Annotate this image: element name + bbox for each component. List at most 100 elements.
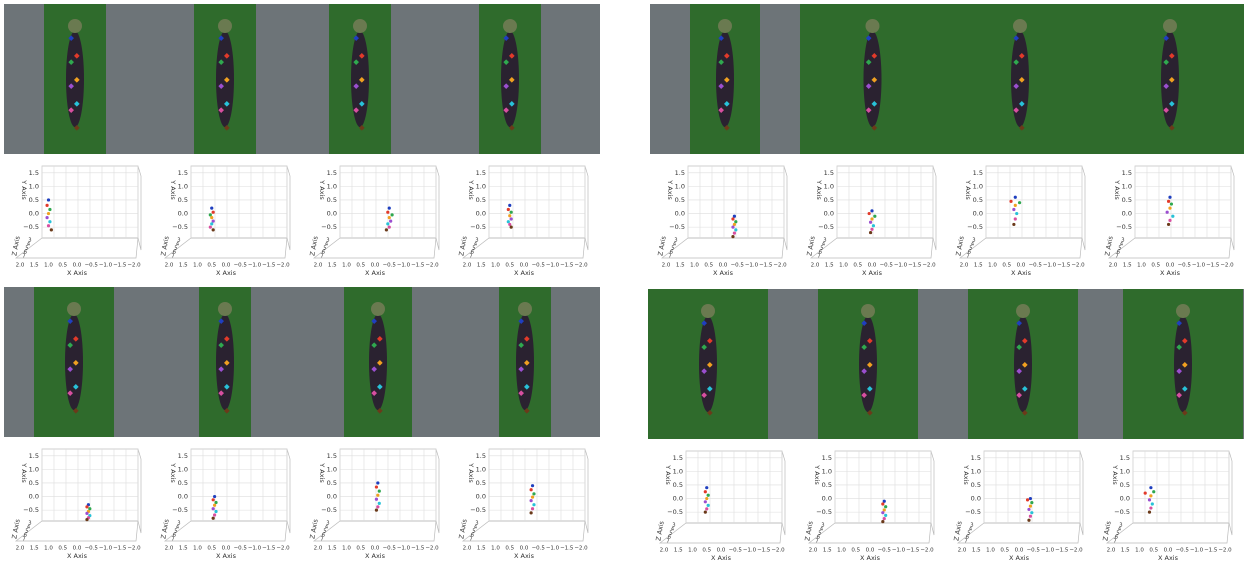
plot-3d: 1.51.00.50.0−0.52.01.51.00.50.0−0.5−1.0−… <box>159 166 290 277</box>
joint-point <box>210 207 213 210</box>
x-axis-label: X Axis <box>514 269 535 277</box>
joint-point <box>47 198 50 201</box>
joint-point <box>1168 207 1171 210</box>
joint-point <box>1151 502 1154 505</box>
joint-point <box>1029 505 1032 508</box>
y-tick-label: −0.5 <box>321 506 337 514</box>
y-tick-label: 0.5 <box>29 479 39 487</box>
joint-point <box>1014 217 1017 220</box>
x-axis-label: X Axis <box>216 269 237 277</box>
joint-point <box>705 497 708 500</box>
x-tick-label: −2.0 <box>771 548 785 554</box>
y-tick-label: 0.5 <box>178 196 188 204</box>
joint-point <box>375 485 378 488</box>
x-tick-label: −1.5 <box>1206 263 1220 269</box>
person-head <box>371 302 385 316</box>
joint-point <box>870 209 873 212</box>
y-tick-label: 1.0 <box>29 182 39 190</box>
x-tick-label: −0.5 <box>85 546 99 552</box>
joint-point <box>1018 201 1021 204</box>
x-tick-label: 0.5 <box>356 263 365 269</box>
x-tick-label: 1.0 <box>193 546 202 552</box>
joint-point <box>734 228 737 231</box>
photo <box>690 4 760 154</box>
z-axis-label: Z Axis <box>803 520 814 542</box>
x-tick-label: −1.0 <box>546 546 560 552</box>
joint-point <box>508 204 511 207</box>
joint-point <box>1029 497 1032 500</box>
x-tick-label: 2.0 <box>958 548 967 554</box>
x-tick-label: 0.5 <box>207 546 216 552</box>
joint-point <box>705 507 708 510</box>
x-tick-label: 0.0 <box>719 263 728 269</box>
y-tick-label: 0.5 <box>476 196 486 204</box>
joint-point <box>47 224 50 227</box>
y-tick-label: 0.5 <box>673 481 683 489</box>
joint-point <box>733 215 736 218</box>
z-tick-label: 7 <box>966 254 969 260</box>
x-tick-label: 2.0 <box>463 263 472 269</box>
y-tick-label: −0.5 <box>818 223 834 231</box>
y-axis-label: Y Axis <box>20 462 28 483</box>
joint-point <box>704 500 707 503</box>
person-head <box>861 304 875 318</box>
y-tick-label: 1.5 <box>822 454 832 462</box>
y-tick-label: 1.0 <box>1122 182 1132 190</box>
x-tick-label: −2.0 <box>574 546 588 552</box>
photo <box>479 4 541 154</box>
x-tick-label: 0.0 <box>371 546 380 552</box>
x-tick-label: 1.0 <box>44 263 53 269</box>
x-tick-label: 1.5 <box>477 263 486 269</box>
y-tick-label: 1.5 <box>327 169 337 177</box>
y-tick-label: 1.0 <box>824 182 834 190</box>
z-tick-label: 7 <box>22 254 25 260</box>
photo <box>329 4 391 154</box>
z-axis-label: Z Axis <box>954 235 965 257</box>
joint-point <box>1030 511 1033 514</box>
joint-point <box>212 220 215 223</box>
y-tick-label: 1.0 <box>327 182 337 190</box>
y-tick-label: 0.5 <box>824 196 834 204</box>
joint-point <box>48 220 51 223</box>
x-tick-label: 1.5 <box>30 263 39 269</box>
joint-point <box>1012 208 1015 211</box>
x-tick-label: −1.0 <box>892 548 906 554</box>
x-tick-label: 0.5 <box>702 548 711 554</box>
y-tick-label: 1.0 <box>327 465 337 473</box>
y-tick-label: 0.5 <box>1122 196 1132 204</box>
x-tick-label: 1.5 <box>477 546 486 552</box>
x-tick-label: 1.5 <box>179 546 188 552</box>
joint-point <box>1167 223 1170 226</box>
joint-point <box>1014 196 1017 199</box>
floor <box>314 521 436 541</box>
x-tick-label: −2.0 <box>127 263 141 269</box>
x-tick-label: 1.0 <box>342 546 351 552</box>
x-tick-label: −0.5 <box>1029 263 1043 269</box>
y-tick-label: 0.5 <box>973 196 983 204</box>
x-tick-label: −0.5 <box>383 263 397 269</box>
joint-point <box>85 505 88 508</box>
side-wall <box>436 166 439 250</box>
joint-point <box>530 488 533 491</box>
y-tick-label: 0.5 <box>327 196 337 204</box>
x-tick-label: 2.0 <box>16 263 25 269</box>
x-tick-label: 1.0 <box>491 546 500 552</box>
x-tick-label: 0.0 <box>866 548 875 554</box>
x-tick-label: −2.0 <box>1220 263 1234 269</box>
x-tick-label: −2.0 <box>574 263 588 269</box>
y-tick-label: 0.5 <box>178 479 188 487</box>
joint-point <box>870 228 873 231</box>
person-head <box>1163 19 1177 33</box>
floor <box>1107 523 1229 543</box>
joint-point <box>48 208 51 211</box>
x-tick-label: −0.5 <box>1027 548 1041 554</box>
side-wall <box>1080 451 1083 535</box>
x-tick-label: −2.0 <box>276 263 290 269</box>
side-wall <box>1231 166 1234 250</box>
x-tick-label: 1.5 <box>1123 263 1132 269</box>
y-tick-label: −0.5 <box>172 506 188 514</box>
x-tick-label: −1.0 <box>1041 548 1055 554</box>
joint-point <box>873 215 876 218</box>
x-tick-label: 2.0 <box>165 263 174 269</box>
x-tick-label: −2.0 <box>425 263 439 269</box>
